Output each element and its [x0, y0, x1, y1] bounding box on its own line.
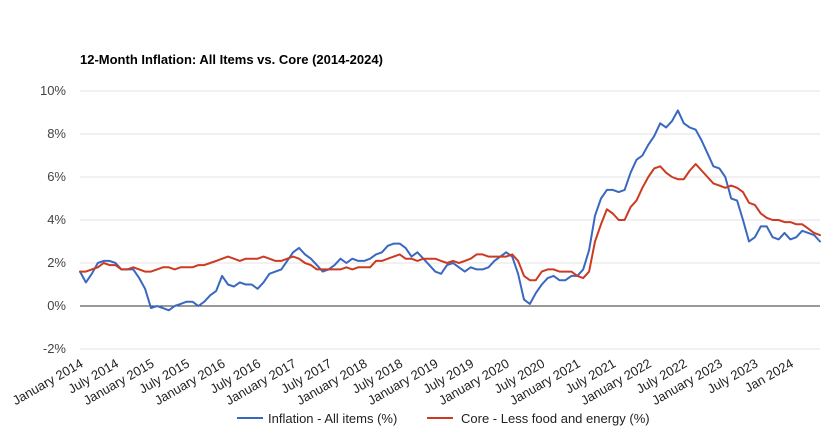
- y-tick-label: 0%: [47, 298, 66, 313]
- series-line-all-items: [79, 109, 821, 312]
- y-tick-label: 4%: [47, 212, 66, 227]
- y-tick-label: 10%: [40, 83, 66, 98]
- y-tick-label: 8%: [47, 126, 66, 141]
- y-tick-label: -2%: [43, 341, 67, 356]
- chart-title: 12-Month Inflation: All Items vs. Core (…: [80, 52, 383, 67]
- legend-label: Inflation - All items (%): [268, 411, 397, 426]
- y-tick-label: 6%: [47, 169, 66, 184]
- legend-label: Core - Less food and energy (%): [461, 411, 650, 426]
- y-tick-label: 2%: [47, 255, 66, 270]
- series-line-core: [79, 163, 821, 282]
